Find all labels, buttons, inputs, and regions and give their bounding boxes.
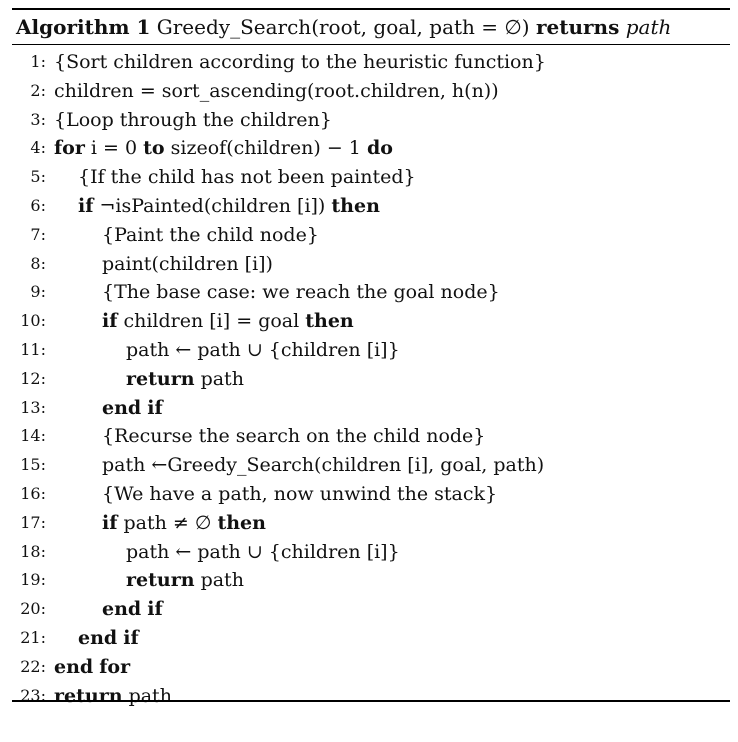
line-code: {If the child has not been painted} [78, 166, 416, 189]
line-number: 13: [20, 397, 46, 417]
line-number: 21: [20, 627, 46, 647]
line-code: end if [78, 626, 139, 649]
line-code: {We have a path, now unwind the stack} [102, 482, 498, 505]
algorithm-header: Algorithm 1 Greedy_Search(root, goal, pa… [12, 10, 730, 44]
algorithm-line: 11: path ← path ∪ {children [i]} [12, 336, 730, 365]
returns-value: path [625, 15, 672, 39]
line-code: {Loop through the children} [54, 108, 332, 131]
line-code: end if [102, 396, 163, 419]
line-number: 19: [20, 570, 46, 590]
line-number: 5: [30, 167, 46, 187]
algorithm-line: 2: children = sort_ascending(root.childre… [12, 77, 730, 106]
algorithm-line: 5: {If the child has not been painted} [12, 163, 730, 192]
line-code: return path [126, 367, 244, 390]
line-code: {Recurse the search on the child node} [102, 425, 486, 448]
algorithm-line: 22: end for [12, 653, 730, 682]
line-number: 20: [20, 599, 46, 619]
algorithm-line: 9: {The base case: we reach the goal node… [12, 278, 730, 307]
algorithm-line: 20: end if [12, 595, 730, 624]
algorithm-line: 16: {We have a path, now unwind the stack… [12, 480, 730, 509]
line-number: 10: [20, 311, 46, 331]
algorithm-line: 4: for i = 0 to sizeof(children) − 1 do [12, 134, 730, 163]
line-code: end for [54, 655, 131, 678]
line-number: 3: [30, 109, 46, 129]
algorithm-lines: 1: {Sort children according to the heuris… [12, 45, 730, 710]
algorithm-line: 18: path ← path ∪ {children [i]} [12, 538, 730, 567]
line-number: 15: [20, 455, 46, 475]
line-code: if path ≠ ∅ then [102, 511, 266, 534]
algorithm-line: 12: return path [12, 365, 730, 394]
line-code: path ← path ∪ {children [i]} [126, 338, 400, 361]
line-number: 23: [20, 685, 46, 705]
algorithm-line: 1: {Sort children according to the heuris… [12, 48, 730, 77]
top-rule [12, 8, 730, 10]
algorithm-params: (root, goal, path = ∅) [311, 15, 530, 39]
line-code: if ¬isPainted(children [i]) then [78, 194, 380, 217]
line-code: {Sort children according to the heuristi… [54, 51, 546, 73]
algorithm-line: 10: if children [i] = goal then [12, 307, 730, 336]
algorithm-line: 17: if path ≠ ∅ then [12, 509, 730, 538]
algorithm-line: 6: if ¬isPainted(children [i]) then [12, 192, 730, 221]
algorithm-line: 3: {Loop through the children} [12, 106, 730, 135]
algorithm-line: 7: {Paint the child node} [12, 221, 730, 250]
returns-keyword: returns [535, 15, 620, 39]
algorithm-line: 23: return path [12, 682, 730, 711]
line-number: 14: [20, 426, 46, 446]
line-number: 1: [30, 52, 46, 71]
line-number: 11: [20, 339, 46, 359]
line-number: 6: [30, 195, 46, 215]
line-number: 9: [30, 282, 46, 302]
line-code: {The base case: we reach the goal node} [102, 281, 500, 304]
line-code: {Paint the child node} [102, 223, 319, 246]
line-number: 4: [30, 138, 46, 158]
line-number: 2: [30, 80, 46, 100]
line-number: 7: [30, 224, 46, 244]
line-code: for i = 0 to sizeof(children) − 1 do [54, 137, 393, 160]
algorithm-line: 14: {Recurse the search on the child node… [12, 422, 730, 451]
line-code: path ←Greedy_Search(children [i], goal, … [102, 454, 545, 477]
algorithm-line: 13: end if [12, 394, 730, 423]
line-code: return path [54, 684, 172, 707]
algorithm-label: Algorithm 1 [16, 15, 151, 39]
algorithm-line: 21: end if [12, 624, 730, 653]
algorithm-line: 15: path ←Greedy_Search(children [i], goa… [12, 451, 730, 480]
header-rule [12, 44, 730, 45]
line-code: return path [126, 569, 244, 592]
line-code: if children [i] = goal then [102, 310, 354, 333]
algorithm-name: Greedy_Search [156, 15, 312, 39]
line-number: 22: [20, 656, 46, 676]
bottom-rule [12, 700, 730, 702]
line-number: 16: [20, 483, 46, 503]
line-number: 18: [20, 541, 46, 561]
line-code: paint(children [i]) [102, 252, 273, 275]
line-number: 17: [20, 512, 46, 532]
line-code: path ← path ∪ {children [i]} [126, 540, 400, 563]
line-number: 12: [20, 368, 46, 388]
algorithm-line: 19: return path [12, 566, 730, 595]
algorithm-box: Algorithm 1 Greedy_Search(root, goal, pa… [12, 8, 730, 710]
line-code: children = sort_ascending(root.children,… [54, 79, 499, 102]
algorithm-line: 8: paint(children [i]) [12, 250, 730, 279]
line-number: 8: [30, 253, 46, 273]
line-code: end if [102, 598, 163, 621]
